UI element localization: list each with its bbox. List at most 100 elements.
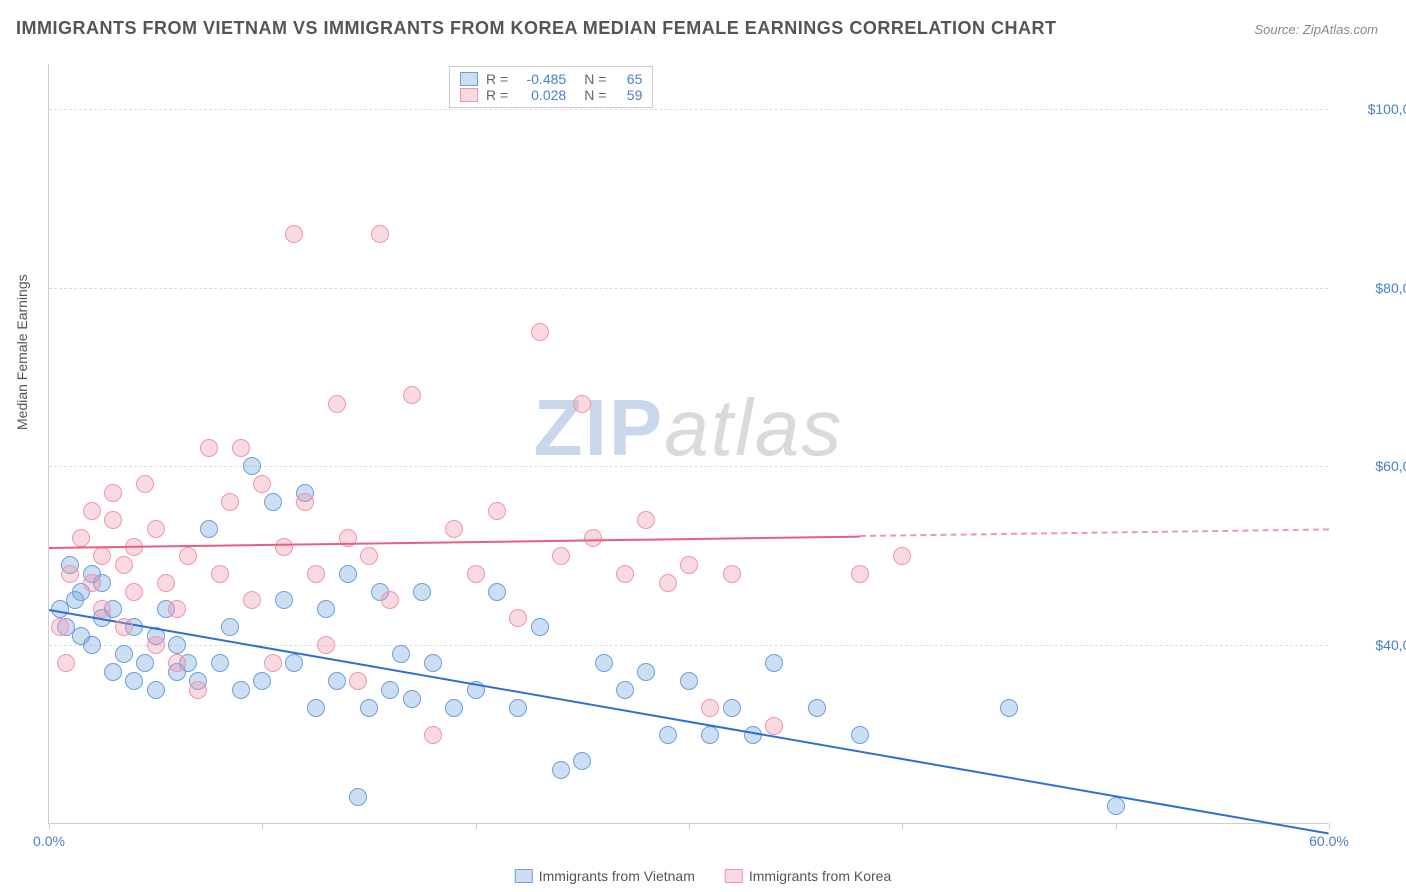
scatter-point bbox=[232, 681, 250, 699]
scatter-point bbox=[104, 511, 122, 529]
scatter-point bbox=[200, 520, 218, 538]
scatter-point bbox=[125, 672, 143, 690]
scatter-point bbox=[57, 654, 75, 672]
swatch-vietnam-icon bbox=[515, 869, 533, 883]
scatter-point bbox=[93, 600, 111, 618]
x-tick bbox=[689, 823, 690, 829]
scatter-point bbox=[328, 395, 346, 413]
scatter-point bbox=[381, 681, 399, 699]
scatter-point bbox=[147, 636, 165, 654]
scatter-point bbox=[136, 654, 154, 672]
x-tick bbox=[902, 823, 903, 829]
x-tick bbox=[1116, 823, 1117, 829]
scatter-point bbox=[189, 681, 207, 699]
x-tick bbox=[262, 823, 263, 829]
scatter-point bbox=[637, 663, 655, 681]
scatter-point bbox=[680, 672, 698, 690]
scatter-point bbox=[509, 699, 527, 717]
legend-row-vietnam: R = -0.485 N = 65 bbox=[460, 71, 642, 87]
scatter-point bbox=[701, 726, 719, 744]
scatter-point bbox=[211, 654, 229, 672]
scatter-point bbox=[243, 591, 261, 609]
swatch-vietnam-icon bbox=[460, 72, 478, 86]
scatter-point bbox=[264, 654, 282, 672]
scatter-point bbox=[275, 591, 293, 609]
scatter-point bbox=[488, 583, 506, 601]
chart-title: IMMIGRANTS FROM VIETNAM VS IMMIGRANTS FR… bbox=[16, 18, 1056, 39]
x-tick-label: 60.0% bbox=[1309, 833, 1349, 849]
scatter-point bbox=[701, 699, 719, 717]
scatter-point bbox=[531, 323, 549, 341]
scatter-point bbox=[616, 565, 634, 583]
scatter-point bbox=[467, 565, 485, 583]
scatter-point bbox=[339, 565, 357, 583]
source-label: Source: ZipAtlas.com bbox=[1254, 22, 1378, 37]
scatter-point bbox=[349, 788, 367, 806]
y-tick-label: $80,000 bbox=[1375, 280, 1406, 296]
scatter-point bbox=[360, 699, 378, 717]
scatter-point bbox=[424, 726, 442, 744]
scatter-point bbox=[232, 439, 250, 457]
scatter-point bbox=[680, 556, 698, 574]
x-tick bbox=[476, 823, 477, 829]
scatter-point bbox=[157, 574, 175, 592]
scatter-point bbox=[637, 511, 655, 529]
chart-plot-area: R = -0.485 N = 65 R = 0.028 N = 59 ZIPat… bbox=[48, 64, 1328, 824]
scatter-point bbox=[509, 609, 527, 627]
scatter-point bbox=[125, 583, 143, 601]
scatter-point bbox=[381, 591, 399, 609]
y-tick-label: $60,000 bbox=[1375, 458, 1406, 474]
scatter-point bbox=[851, 726, 869, 744]
scatter-point bbox=[765, 717, 783, 735]
scatter-point bbox=[253, 475, 271, 493]
scatter-point bbox=[659, 574, 677, 592]
scatter-point bbox=[893, 547, 911, 565]
scatter-point bbox=[168, 600, 186, 618]
scatter-point bbox=[445, 520, 463, 538]
scatter-point bbox=[317, 636, 335, 654]
x-tick bbox=[49, 823, 50, 829]
scatter-point bbox=[552, 761, 570, 779]
watermark-zip: ZIP bbox=[534, 383, 664, 472]
x-tick bbox=[1329, 823, 1330, 829]
scatter-point bbox=[403, 386, 421, 404]
y-axis-label: Median Female Earnings bbox=[14, 274, 30, 430]
gridline bbox=[49, 288, 1328, 289]
r-value-vietnam: -0.485 bbox=[516, 71, 566, 87]
scatter-point bbox=[488, 502, 506, 520]
scatter-point bbox=[221, 618, 239, 636]
n-value-vietnam: 65 bbox=[614, 71, 642, 87]
scatter-point bbox=[573, 752, 591, 770]
scatter-point bbox=[573, 395, 591, 413]
legend-label-vietnam: Immigrants from Vietnam bbox=[539, 868, 695, 884]
scatter-point bbox=[147, 681, 165, 699]
scatter-point bbox=[83, 502, 101, 520]
trend-line bbox=[860, 529, 1329, 538]
scatter-point bbox=[552, 547, 570, 565]
scatter-point bbox=[275, 538, 293, 556]
correlation-legend: R = -0.485 N = 65 R = 0.028 N = 59 bbox=[449, 66, 653, 108]
scatter-point bbox=[808, 699, 826, 717]
scatter-point bbox=[93, 547, 111, 565]
scatter-point bbox=[723, 699, 741, 717]
legend-item-korea: Immigrants from Korea bbox=[725, 868, 891, 884]
scatter-point bbox=[413, 583, 431, 601]
series-legend: Immigrants from Vietnam Immigrants from … bbox=[515, 868, 892, 884]
scatter-point bbox=[115, 556, 133, 574]
scatter-point bbox=[115, 645, 133, 663]
scatter-point bbox=[264, 493, 282, 511]
scatter-point bbox=[221, 493, 239, 511]
scatter-point bbox=[851, 565, 869, 583]
scatter-point bbox=[136, 475, 154, 493]
scatter-point bbox=[179, 547, 197, 565]
gridline bbox=[49, 645, 1328, 646]
swatch-korea-icon bbox=[460, 88, 478, 102]
n-label: N = bbox=[584, 71, 606, 87]
scatter-point bbox=[296, 493, 314, 511]
gridline bbox=[49, 109, 1328, 110]
x-tick-label: 0.0% bbox=[33, 833, 65, 849]
scatter-point bbox=[168, 636, 186, 654]
y-tick-label: $100,000 bbox=[1368, 101, 1406, 117]
scatter-point bbox=[83, 636, 101, 654]
scatter-point bbox=[445, 699, 463, 717]
